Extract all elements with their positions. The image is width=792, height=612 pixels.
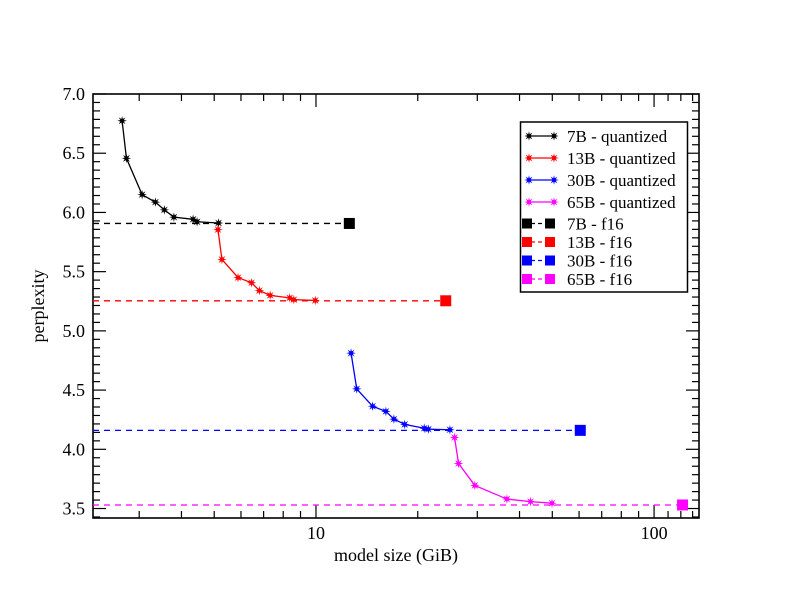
series-65b-quantized-point — [547, 498, 557, 508]
series-7b-quantized-point — [159, 205, 170, 215]
x-tick-label: 100 — [641, 523, 668, 543]
series-65b-quantized-point — [502, 494, 512, 504]
series-30b-quantized-point — [346, 348, 356, 358]
series-13b-quantized-point — [254, 285, 265, 296]
y-tick-label: 3.5 — [63, 499, 86, 519]
legend-entry-30b-f16-marker — [522, 255, 532, 266]
series-30b-quantized-point — [399, 419, 410, 430]
series-65b-quantized-point — [449, 432, 460, 443]
series-7b-quantized-point — [169, 212, 179, 222]
series-30b-quantized-point — [367, 401, 378, 411]
y-axis-label: perplexity — [28, 270, 48, 343]
series-65b-quantized-point — [525, 496, 536, 507]
legend-entry-7b-quantized-marker — [524, 131, 534, 141]
legend-entry-30b-quantized-marker — [524, 175, 534, 185]
y-tick-label: 5.5 — [63, 262, 86, 282]
legend-entry-7b-f16-marker — [522, 218, 532, 229]
y-tick-label: 5.0 — [63, 321, 86, 341]
series-65b-quantized-point — [453, 458, 464, 469]
legend-entry-13b-f16-marker — [522, 237, 532, 247]
series-7b-quantized-point — [137, 189, 147, 200]
legend-entry-7b-quantized-marker — [549, 131, 559, 141]
legend-entry-30b-quantized-marker — [549, 175, 559, 185]
series-30b-quantized-point — [423, 424, 434, 434]
legend-entry-65b-quantized-marker — [549, 197, 559, 207]
legend-entry-13b-quantized-marker — [549, 153, 559, 163]
legend-entry-7b-quantized-label: 7B - quantized — [567, 127, 668, 146]
legend-entry-65b-f16-marker — [522, 274, 532, 284]
legend-entry-13b-quantized-marker — [524, 153, 534, 163]
series-65b-f16-point — [677, 499, 689, 511]
y-tick-label: 4.0 — [63, 439, 86, 459]
series-7b-f16-point — [343, 217, 355, 229]
legend-entry-65b-f16-label: 65B - f16 — [567, 270, 632, 289]
series-13b-quantized-point — [265, 290, 275, 301]
series-30b-quantized-point — [351, 384, 362, 394]
legend-entry-65b-f16-marker — [545, 274, 555, 284]
series-13b-f16-point — [440, 295, 452, 307]
y-tick-label: 6.5 — [63, 143, 86, 163]
legend-entry-7b-f16-label: 7B - f16 — [567, 215, 624, 234]
x-axis-label: model size (GiB) — [334, 545, 458, 566]
y-tick-label: 7.0 — [63, 84, 86, 104]
legend-entry-30b-f16-label: 30B - f16 — [567, 252, 632, 271]
series-30b-quantized-point — [389, 414, 399, 424]
series-30b-f16-point — [574, 424, 586, 436]
series-65b-quantized-point — [470, 480, 480, 491]
y-tick-label: 4.5 — [63, 380, 86, 400]
legend-entry-13b-f16-label: 13B - f16 — [567, 233, 632, 252]
legend-entry-65b-quantized-label: 65B - quantized — [567, 193, 676, 212]
legend-entry-7b-f16-marker — [545, 218, 555, 229]
x-tick-label: 10 — [307, 523, 325, 543]
series-13b-quantized-point — [217, 254, 227, 265]
series-13b-quantized-point — [246, 277, 257, 288]
series-7b-quantized-point — [192, 216, 202, 227]
legend-entry-65b-quantized-marker — [524, 197, 534, 207]
series-13b-quantized-point — [289, 294, 299, 305]
series-13b-quantized-point — [213, 224, 223, 235]
legend-entry-30b-quantized-label: 30B - quantized — [567, 171, 676, 190]
legend-entry-30b-f16-marker — [545, 255, 555, 266]
series-30b-quantized-point — [381, 406, 391, 417]
series-13b-quantized-point — [233, 272, 243, 283]
legend-entry-13b-f16-marker — [545, 237, 555, 247]
series-7b-quantized-point — [121, 153, 132, 164]
y-tick-label: 6.0 — [63, 202, 86, 222]
series-7b-quantized-point — [150, 197, 161, 207]
series-7b-quantized-point — [117, 115, 127, 126]
legend-entry-13b-quantized-label: 13B - quantized — [567, 149, 676, 168]
